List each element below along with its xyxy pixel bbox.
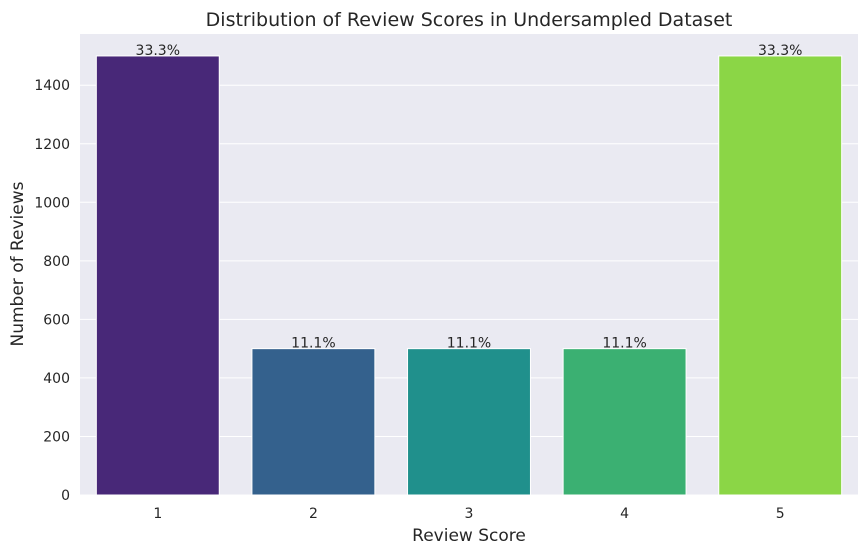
y-tick-label: 1400 [34, 78, 70, 94]
bar-data-label: 33.3% [136, 43, 180, 59]
x-tick-label: 2 [309, 506, 318, 522]
y-tick-label: 1000 [34, 195, 70, 211]
chart-title: Distribution of Review Scores in Undersa… [206, 9, 733, 31]
x-tick-label: 4 [620, 506, 629, 522]
bar-2 [251, 348, 376, 496]
bar-data-label: 11.1% [291, 336, 335, 352]
bar-1 [95, 55, 220, 496]
bar-5 [718, 55, 843, 496]
x-tick-label: 5 [776, 506, 785, 522]
bar-4 [562, 348, 687, 496]
bar-3 [407, 348, 531, 496]
x-tick-label: 3 [465, 506, 474, 522]
bar-data-label: 11.1% [602, 336, 646, 352]
x-axis-ticks: 1 2 3 4 5 [153, 506, 784, 522]
bar-labels: 33.3% 11.1% 11.1% 11.1% 33.3% [136, 43, 803, 352]
bar-data-label: 33.3% [758, 43, 802, 59]
bar-data-label: 11.1% [447, 336, 491, 352]
x-tick-label: 1 [153, 506, 162, 522]
y-tick-label: 400 [43, 371, 70, 387]
y-tick-label: 600 [43, 312, 70, 328]
y-tick-label: 0 [61, 488, 70, 504]
bars [95, 55, 843, 496]
y-tick-label: 200 [43, 429, 70, 445]
y-tick-label: 1200 [34, 137, 70, 153]
y-tick-label: 800 [43, 254, 70, 270]
y-axis-ticks: 0 200 400 600 800 1000 1200 1400 [34, 78, 70, 504]
x-axis-label: Review Score [412, 526, 526, 546]
y-axis-label: Number of Reviews [8, 181, 28, 346]
